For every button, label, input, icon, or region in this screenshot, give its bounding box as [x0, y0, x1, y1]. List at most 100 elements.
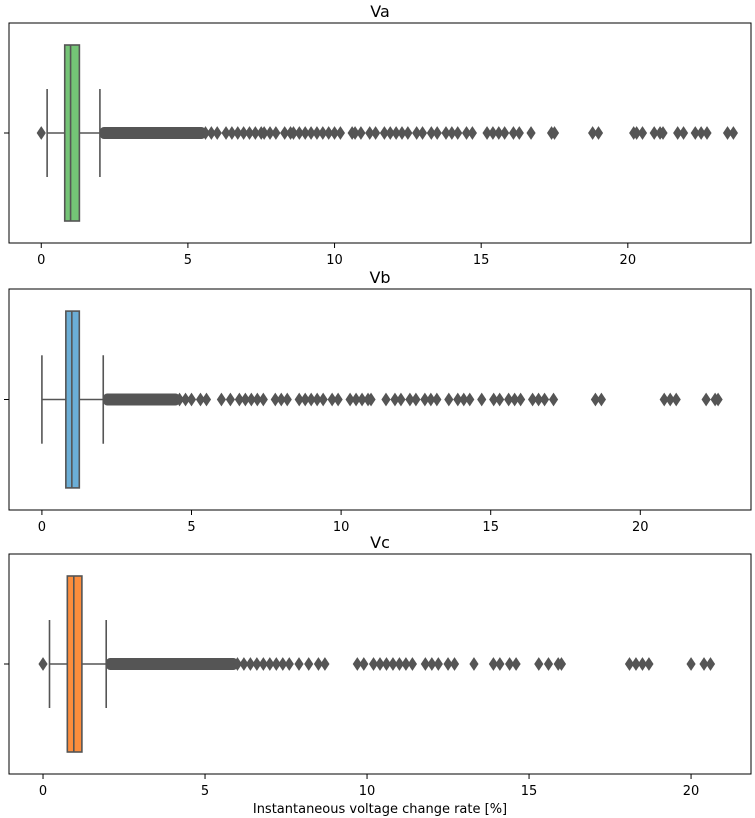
panel-0-outlier-63: [702, 126, 712, 140]
panel-1-outlier-16: [306, 392, 316, 407]
panel-1-outlier-45: [533, 392, 544, 407]
panel-2-outlier-0: [239, 657, 249, 671]
panel-1-outlier-27: [390, 392, 400, 407]
panel-0-outlier-60: [678, 126, 689, 140]
panel-1-outlier-43: [516, 392, 526, 407]
panel-1-outlier-50: [659, 392, 669, 407]
panel-1-outlier-33: [432, 392, 442, 407]
panel-1-outlier-8: [246, 392, 256, 407]
panel-2-outlier-6: [278, 657, 288, 671]
panel-1-outlier-32: [426, 392, 436, 407]
panel-2-outlier-25: [449, 657, 460, 671]
panel-0-outlier-65: [728, 126, 739, 140]
panel-2-outlier-8: [294, 657, 304, 671]
panel-1-outlier-15: [300, 392, 310, 407]
panel-2-frame: [8, 553, 752, 775]
panel-2-outlier-10: [313, 657, 324, 671]
panel-0-title: Va: [370, 2, 390, 21]
panel-1-outlier-40: [495, 392, 505, 407]
panel-2-outlier-37: [637, 657, 648, 671]
panel-0-outlier-58: [658, 126, 668, 140]
panel-1-xtick-label-2: 10: [333, 520, 350, 535]
panel-1-outlier-1: [186, 392, 197, 407]
panel-1-outlier-49: [596, 392, 607, 407]
panel-2-outlier-15: [375, 657, 385, 671]
panel-2-outlier-28: [495, 657, 505, 671]
panel-1-outlier-29: [405, 392, 415, 407]
panel-0-outlier-band: [99, 127, 206, 139]
panel-1-outlier-0: [180, 392, 191, 407]
panel-2-outlier-7: [284, 657, 294, 671]
panel-0-xtick-label-3: 15: [473, 253, 490, 268]
panel-2-outlier-41: [705, 657, 716, 671]
panel-1-outlier-52: [671, 392, 681, 407]
panel-1-outlier-12: [276, 392, 286, 407]
panel-1-outlier-23: [357, 392, 367, 407]
panel-2-outlier-22: [427, 657, 437, 671]
panel-2-outlier-18: [394, 657, 405, 671]
panel-2-xtick-label-4: 20: [683, 784, 700, 799]
panel-1-xtick-label-3: 15: [482, 520, 499, 535]
panel-2-outlier-5: [271, 657, 281, 671]
panel-0-outlier-47: [514, 126, 524, 140]
panel-2-outlier-2: [252, 657, 262, 671]
panel-0-outlier-11: [271, 126, 281, 140]
panel-1-outlier-5: [225, 392, 236, 407]
panel-1-xtick-label-0: 0: [38, 520, 46, 535]
panel-0-xtick-label-1: 5: [184, 253, 192, 268]
panel-1-outlier-39: [489, 392, 499, 407]
panel-0-outlier-1: [212, 126, 222, 140]
panel-0-outlier-22: [335, 126, 346, 140]
panel-2-outlier-1: [245, 657, 255, 671]
panel-2-xtick-label-1: 5: [201, 784, 209, 799]
panel-1-outlier-17: [312, 392, 322, 407]
panel-2-outlier-32: [543, 657, 554, 671]
panel-1-outlier-14: [294, 392, 304, 407]
panel-2-outlier-24: [443, 657, 453, 671]
panel-1-title: Vb: [369, 268, 390, 287]
panel-1-outlier-21: [345, 392, 355, 407]
panel-1-outlier-9: [252, 392, 262, 407]
panel-1-outlier-band-end: [174, 392, 185, 407]
panel-1-outlier-46: [539, 392, 550, 407]
panel-0-box: [63, 44, 81, 222]
panel-2-outlier-21: [420, 657, 430, 671]
panel-1-outlier-30: [411, 392, 421, 407]
panel-1-outlier-3: [201, 392, 212, 407]
panel-2-outlier-3: [258, 657, 268, 671]
panel-2-xlabel: Instantaneous voltage change rate [%]: [253, 802, 507, 817]
panel-1-outlier-25: [366, 392, 376, 407]
panel-2-outlier-27: [488, 657, 499, 671]
panel-1-outlier-36: [459, 392, 469, 407]
panel-1-outlier-13: [282, 392, 292, 407]
panel-0-outlier-39: [453, 126, 463, 140]
panel-2-outlier-23: [433, 657, 443, 671]
panel-2-outlier-30: [511, 657, 521, 671]
panel-1-outlier-34: [444, 392, 454, 407]
panel-2-outlier-26: [469, 657, 479, 671]
panel-2-outlier-12: [352, 657, 362, 671]
panel-1-xtick-label-4: 20: [632, 520, 649, 535]
panel-2-title: Vc: [370, 533, 390, 552]
panel-1-outlier-4: [216, 392, 227, 407]
panel-2-outlier-low-0: [38, 657, 48, 671]
panel-0-outlier-48: [526, 126, 536, 140]
panel-2-outlier-band-end: [232, 657, 243, 671]
panel-0-xtick-label-0: 0: [37, 253, 45, 268]
panel-0-outlier-50: [549, 126, 560, 140]
panel-2-outlier-16: [381, 657, 392, 671]
panel-2-outlier-9: [304, 657, 314, 671]
panel-1-outlier-7: [240, 392, 250, 407]
panel-1-xtick-label-1: 5: [187, 520, 195, 535]
panel-0-xtick-label-4: 20: [620, 253, 637, 268]
panel-0-outlier-32: [403, 126, 413, 140]
panel-1-outlier-6: [234, 392, 244, 407]
panel-0-outlier-55: [637, 126, 648, 140]
panel-0-xtick-label-2: 10: [326, 253, 343, 268]
panel-1-outlier-51: [665, 392, 675, 407]
panel-0-frame: [8, 22, 752, 244]
panel-2-outlier-31: [534, 657, 544, 671]
panel-1-outlier-11: [270, 392, 280, 407]
panel-1-outlier-28: [396, 392, 406, 407]
